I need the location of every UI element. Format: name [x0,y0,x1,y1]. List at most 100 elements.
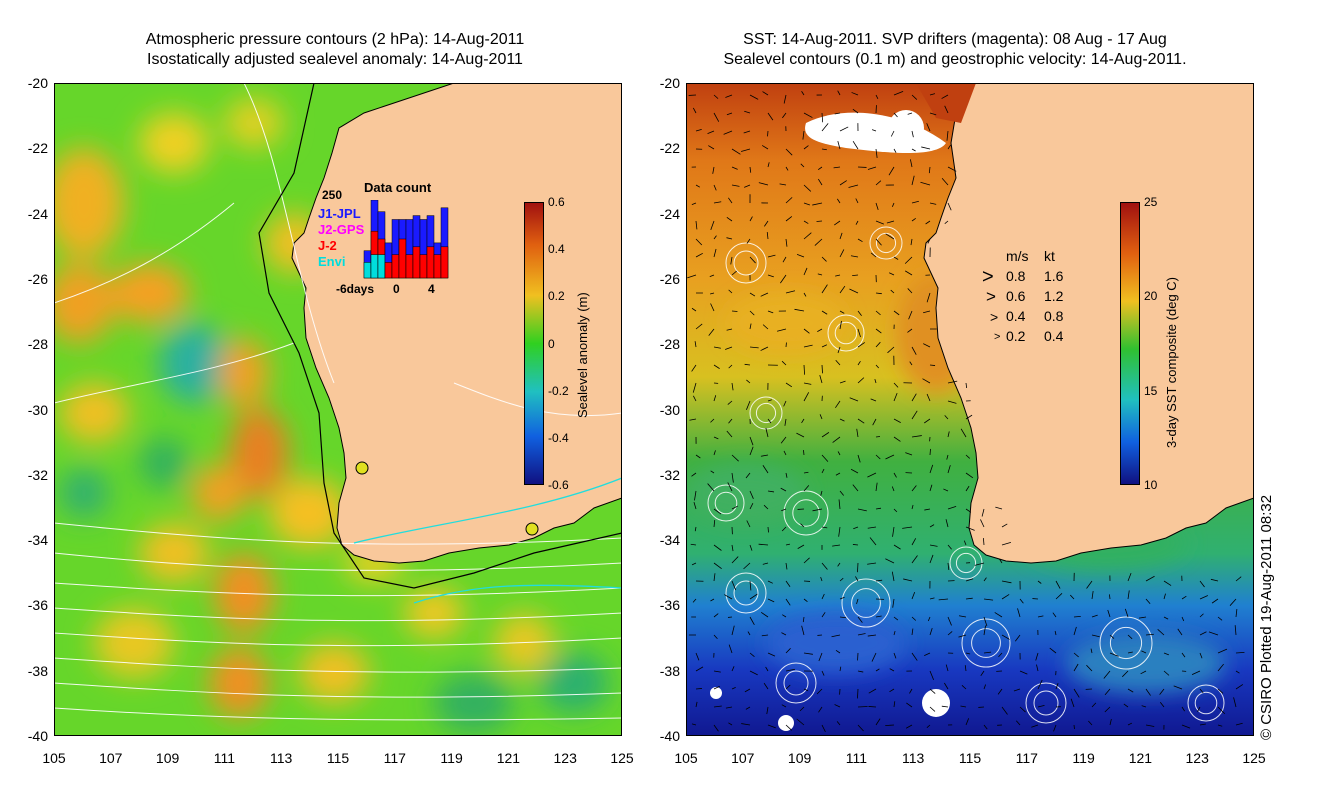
right-y-tick: -24 [659,205,680,222]
velocity-arrow [902,526,913,529]
velocity-arrow [983,598,994,601]
velocity-arrow [801,418,805,424]
velocity-arrow [929,688,936,694]
sla-colorbar-tick: 0.2 [548,289,565,304]
velocity-arrow [821,612,826,618]
velocity-arrow [1235,651,1245,654]
velocity-arrow [803,328,810,334]
velocity-arrow [726,430,733,438]
sealevel-contour [875,232,897,254]
velocity-arrow [946,130,949,141]
velocity-arrow [1124,608,1129,618]
velocity-arrow [821,562,828,570]
velocity-arrow [857,670,864,673]
velocity-arrow [926,393,931,402]
velocity-arrow [886,220,895,224]
velocity-arrow [725,346,733,350]
velocity-arrow [1163,670,1170,676]
velocity-arrow [687,274,697,279]
velocity-arrow [1163,652,1170,656]
velocity-arrow [781,360,787,366]
velocity-arrow [692,395,697,402]
velocity-arrow [692,382,697,393]
velocity-arrow [817,328,823,332]
velocity-arrow [794,308,805,312]
velocity-arrow [713,395,717,402]
left-y-tick: -30 [27,401,48,418]
velocity-arrow [944,105,949,114]
velocity-arrow [929,670,935,681]
velocity-arrow [1086,580,1093,589]
velocity-arrow [849,288,859,294]
velocity-arrow [929,524,935,528]
velocity-arrow [785,562,788,570]
sealevel-contour [755,402,777,424]
right-y-tick: -36 [659,597,680,614]
right-y-tick: -32 [659,466,680,483]
velocity-arrow [889,668,895,672]
sla-colorbar-tick: -0.2 [548,383,569,398]
right-x-tick: 115 [958,750,982,766]
sealevel-contour [1109,626,1143,660]
velocity-arrow [758,182,769,186]
velocity-arrow [731,148,741,155]
velocity-arrow [1145,598,1151,605]
legend-arrow: > [982,266,994,288]
velocity-arrow [904,256,913,264]
velocity-legend: m/s kt >0.8 1.6 >0.6 1.2 >0.4 0.8 >0.2 0.4 [978,248,1088,348]
velocity-arrow [1103,670,1111,679]
velocity-arrow [850,255,859,258]
velocity-arrow [818,652,823,662]
velocity-arrow [695,238,703,246]
velocity-arrow [766,232,769,240]
velocity-arrow [728,418,733,424]
velocity-arrow [749,292,756,297]
velocity-arrow [837,562,841,567]
sealevel-contour [834,321,858,345]
velocity-arrow [727,400,733,405]
velocity-arrow [803,112,813,118]
velocity-arrow [983,577,987,582]
velocity-arrow [691,472,697,477]
velocity-arrow [725,94,733,98]
cloud-mask [710,110,950,731]
velocity-arrow [1091,702,1097,708]
velocity-arrow [767,490,775,493]
velocity-arrow [803,364,805,375]
left-x-tick: 111 [213,750,236,766]
left-y-tick: -40 [27,728,48,744]
velocity-arrow [929,364,936,366]
velocity-arrow [963,540,967,546]
velocity-arrow [839,285,846,294]
velocity-arrow [838,499,841,510]
velocity-arrow [1073,688,1080,698]
velocity-arrow [785,148,793,156]
velocity-arrow [909,361,913,366]
velocity-arrow [803,220,809,224]
velocity-arrow [857,238,863,243]
velocity-arrow [744,184,751,188]
legend-kt-value: 1.2 [1044,288,1064,304]
velocity-arrow [691,307,697,312]
velocity-arrow [713,508,722,515]
velocity-arrow [1191,670,1201,676]
velocity-arrow [929,448,931,456]
sst-map[interactable] [686,83,1254,736]
velocity-arrow [1217,648,1228,654]
velocity-arrow [713,573,716,582]
sealevel-contour [869,226,903,260]
sealevel-contour [783,670,809,696]
right-x-tick: 125 [1242,750,1266,766]
sealevel-contour [725,242,767,284]
velocity-arrow [929,544,938,547]
velocity-arrow [1127,590,1130,600]
velocity-arrow [1181,595,1187,600]
velocity-arrow [909,159,913,168]
right-y-tick: -38 [659,662,680,679]
velocity-arrow [875,310,881,316]
velocity-arrow [780,274,787,284]
velocity-arrow [749,166,752,173]
velocity-arrow [761,634,769,637]
velocity-arrow [800,163,805,168]
velocity-arrow [726,216,733,222]
